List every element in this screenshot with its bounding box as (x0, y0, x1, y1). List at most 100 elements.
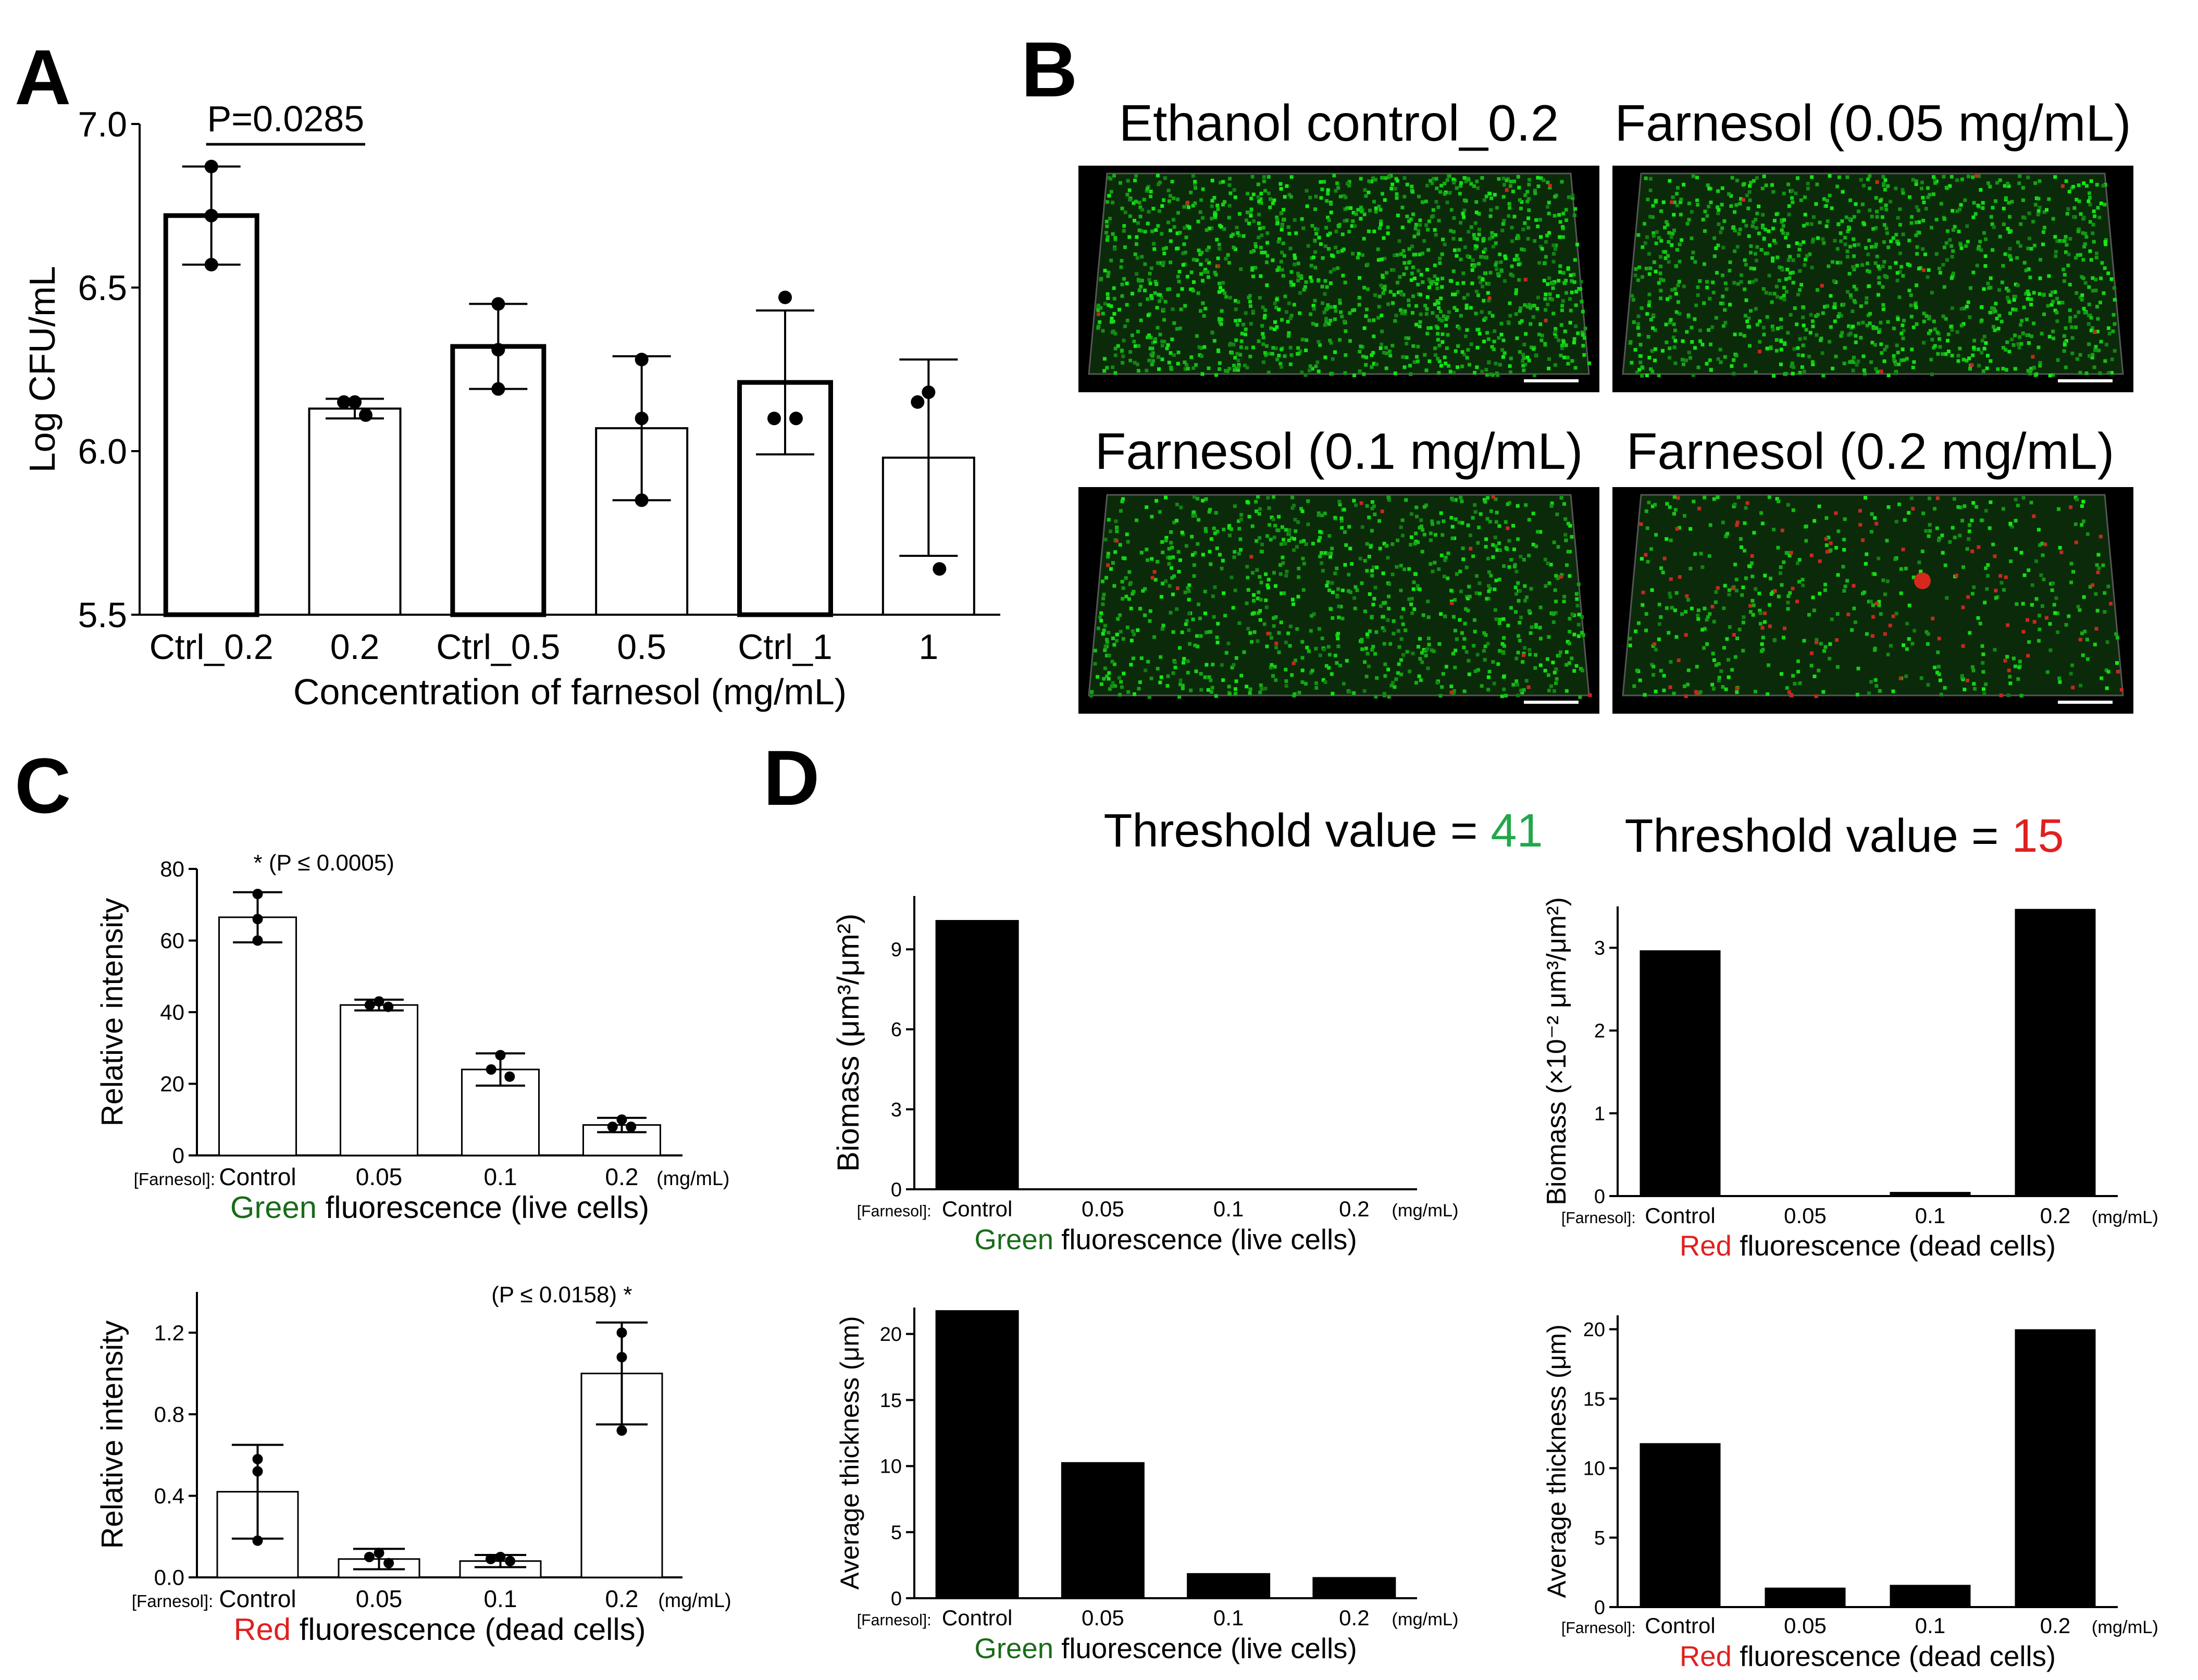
green-cell (1570, 290, 1574, 294)
green-cell (1399, 525, 1403, 529)
red-cell (1955, 574, 1958, 578)
green-cell (1926, 632, 1930, 636)
green-cell (1682, 362, 1685, 366)
green-cell (1836, 222, 1841, 227)
green-cell (2027, 267, 2031, 271)
green-cell (1408, 669, 1412, 674)
green-cell (1179, 307, 1183, 312)
green-cell (1271, 258, 1275, 263)
green-cell (1798, 681, 1802, 685)
green-cell (1250, 266, 1255, 270)
green-cell (1477, 262, 1481, 266)
green-cell (1119, 509, 1123, 513)
green-cell (2021, 186, 2025, 190)
green-cell (1496, 662, 1500, 666)
red-cell (1789, 551, 1793, 555)
green-cell (1732, 504, 1736, 508)
green-cell (2038, 627, 2042, 631)
green-cell (1197, 518, 1201, 522)
green-cell (1135, 242, 1138, 246)
green-cell (1158, 299, 1162, 303)
green-cell (1524, 679, 1529, 683)
panel-b-title-1: Ethanol control_0.2 (1119, 94, 1559, 152)
green-cell (1913, 629, 1917, 633)
green-cell (1136, 628, 1140, 632)
green-cell (1521, 359, 1525, 363)
green-cell (1939, 692, 1943, 696)
green-cell (1721, 520, 1725, 525)
y-tick-label: 60 (160, 928, 184, 953)
data-point (374, 1548, 384, 1559)
green-cell (1461, 557, 1466, 562)
green-cell (2105, 343, 2108, 347)
green-cell (1106, 235, 1110, 239)
green-cell (1405, 650, 1409, 654)
green-cell (1989, 215, 1993, 219)
green-cell (1248, 354, 1252, 358)
green-cell (1667, 260, 1671, 264)
green-cell (1529, 322, 1533, 326)
green-cell (1107, 270, 1111, 275)
green-cell (1851, 325, 1855, 329)
green-cell (2006, 693, 2010, 698)
green-cell (1338, 338, 1342, 342)
green-cell (1131, 629, 1135, 633)
red-cell (1820, 284, 1824, 288)
green-cell (1360, 647, 1364, 651)
green-cell (1828, 340, 1832, 344)
green-cell (1314, 232, 1319, 236)
green-cell (1365, 632, 1369, 637)
red-cell (2004, 575, 2008, 579)
green-cell (1283, 294, 1287, 298)
green-cell (1697, 692, 1701, 696)
green-cell (2028, 369, 2032, 374)
green-cell (1843, 517, 1847, 521)
green-cell (1381, 571, 1385, 576)
green-cell (2054, 250, 2058, 254)
green-cell (1384, 351, 1388, 355)
green-cell (1224, 651, 1228, 655)
green-cell (2094, 278, 2098, 282)
green-cell (1742, 615, 1746, 619)
green-cell (1899, 358, 1903, 363)
green-cell (1305, 189, 1309, 193)
green-cell (1767, 273, 1771, 278)
green-cell (1500, 348, 1505, 352)
green-cell (1523, 221, 1527, 225)
green-cell (1762, 332, 1766, 337)
green-cell (1151, 351, 1155, 355)
green-cell (1161, 260, 1165, 265)
green-cell (1840, 331, 1844, 335)
x-axis-label: Red fluorescence (dead cells) (1680, 1640, 2056, 1672)
green-cell (1099, 306, 1103, 310)
green-cell (1811, 319, 1815, 323)
green-cell (1817, 504, 1821, 508)
green-cell (1845, 250, 1849, 254)
green-cell (1847, 333, 1851, 337)
green-cell (1194, 363, 1198, 367)
green-cell (1323, 292, 1327, 296)
green-cell (1330, 253, 1334, 257)
green-cell (1967, 529, 1971, 533)
green-cell (1651, 326, 1655, 330)
green-cell (1551, 243, 1556, 247)
green-cell (1888, 266, 1892, 269)
green-cell (1938, 337, 1942, 341)
green-cell (2112, 286, 2116, 290)
green-cell (1156, 559, 1160, 564)
green-cell (1740, 593, 1744, 597)
green-cell (1209, 537, 1213, 541)
green-cell (1487, 584, 1491, 588)
green-cell (1637, 265, 1642, 269)
green-cell (1670, 288, 1674, 292)
green-cell (1365, 652, 1370, 656)
green-cell (1386, 302, 1390, 306)
green-cell (1164, 579, 1168, 583)
green-cell (1752, 531, 1756, 535)
axis-prefix-label: [Farnesol]: (1561, 1210, 1636, 1227)
green-cell (1640, 557, 1644, 561)
green-cell (1725, 532, 1730, 536)
green-cell (1733, 210, 1737, 214)
green-cell (1685, 221, 1690, 226)
green-cell (1289, 195, 1293, 199)
